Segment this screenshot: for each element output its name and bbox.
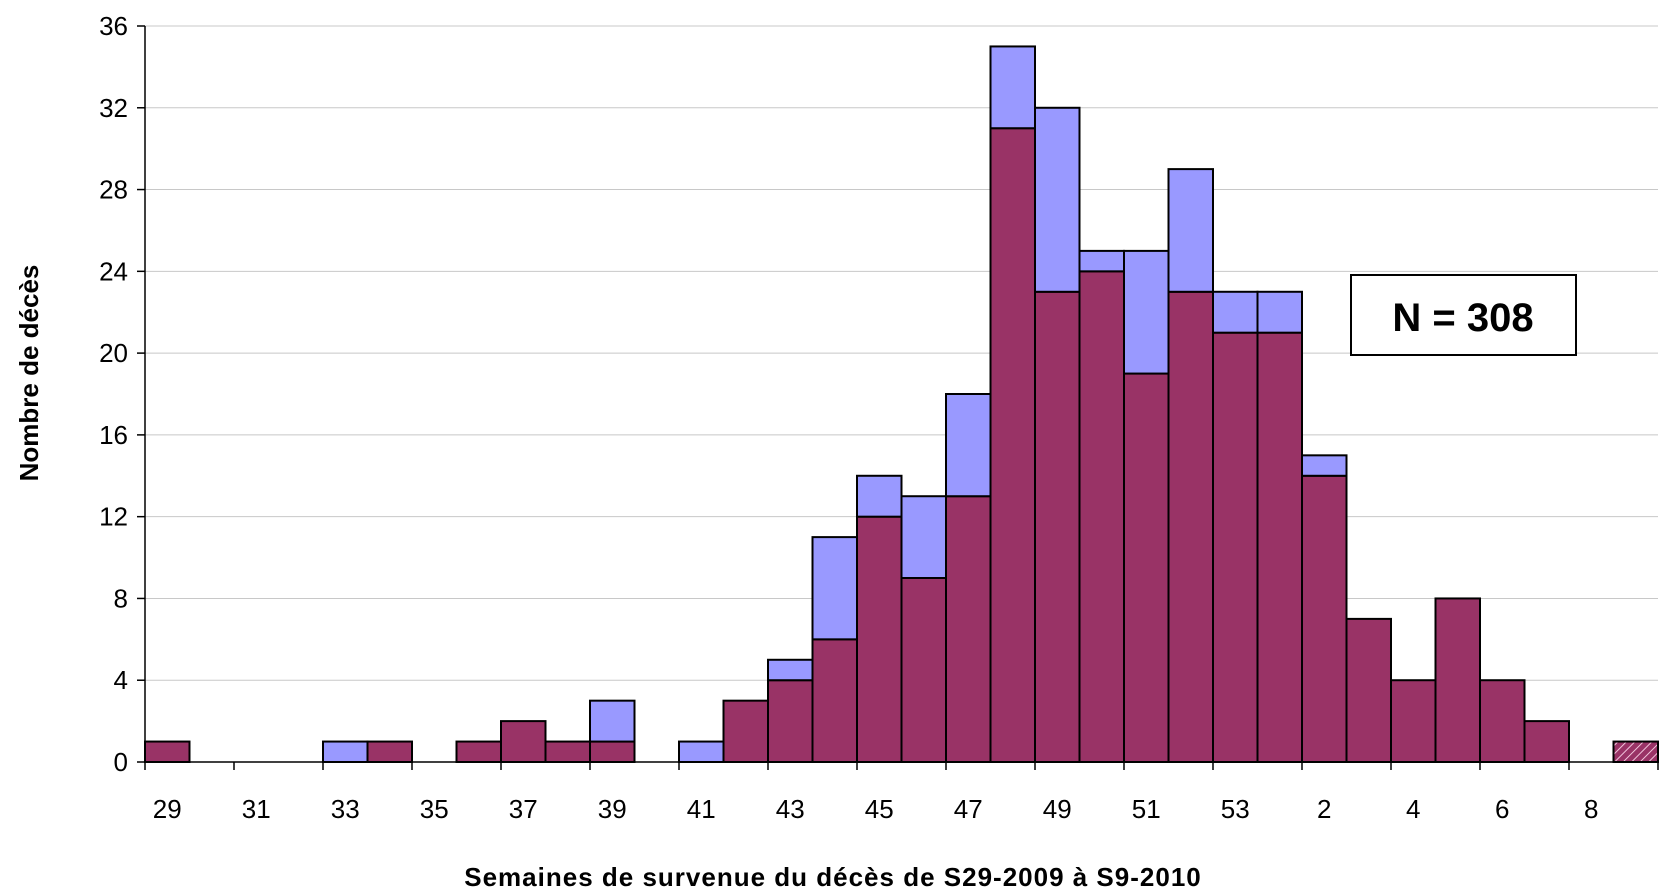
x-tick-label: 31 <box>242 794 271 824</box>
bar-segment-series-1 <box>1612 740 1659 763</box>
bar-segment-series-1 <box>1301 474 1348 763</box>
x-tick-label: 39 <box>598 794 627 824</box>
bar-segment-series-1 <box>1078 270 1125 763</box>
bar-segment-series-2 <box>767 658 814 682</box>
annotation-text: N = 308 <box>1392 296 1533 340</box>
x-tick-label: 45 <box>865 794 894 824</box>
y-tick-label: 28 <box>99 175 128 205</box>
bar-segment-series-2 <box>1256 290 1303 334</box>
y-tick-label: 8 <box>114 583 128 613</box>
bar-segment-series-1 <box>1167 290 1214 763</box>
bar-segment-series-2 <box>589 699 636 743</box>
y-tick-label: 20 <box>99 338 128 368</box>
bar-segment-series-2 <box>1301 454 1348 477</box>
bar-segment-series-2 <box>1123 249 1170 375</box>
y-tick-label: 4 <box>114 665 128 695</box>
bar-segment-series-1 <box>589 740 636 763</box>
bar-segment-series-2 <box>900 495 947 580</box>
bar-segment-series-2 <box>678 740 725 763</box>
annotation-frame <box>1350 274 1577 356</box>
bar-segment-series-2 <box>945 393 992 498</box>
bar-segment-series-1 <box>1034 290 1081 763</box>
x-tick-label: 35 <box>420 794 449 824</box>
x-tick-label: 49 <box>1043 794 1072 824</box>
bar-segment-series-1 <box>945 495 992 763</box>
bar-segment-series-1 <box>989 127 1036 763</box>
bar-segment-series-1 <box>455 740 502 763</box>
y-tick-label: 24 <box>99 256 128 286</box>
bar-segment-series-1 <box>1345 617 1392 764</box>
x-tick-label: 4 <box>1406 794 1420 824</box>
bar-segment-series-1 <box>1434 597 1481 764</box>
bar-segment-series-2 <box>1212 290 1259 334</box>
gridlines <box>145 25 1658 681</box>
y-tick-label: 36 <box>99 11 128 41</box>
bar-segment-series-1 <box>722 699 769 764</box>
y-tick-labels: 0 4 8 12 16 20 24 28 32 36 <box>99 11 128 777</box>
n-annotation-box: N = 308 <box>1350 274 1577 356</box>
x-axis-title: Semaines de survenue du décès de S29-200… <box>464 862 1202 892</box>
bar-segment-series-2 <box>989 45 1036 130</box>
x-tick-labels: 29 31 33 35 37 39 41 43 45 47 49 51 53 2 4 6 8 <box>153 794 1599 824</box>
y-tick-label: 12 <box>99 502 128 532</box>
bar-segment-series-1 <box>1479 679 1526 764</box>
bar-segment-series-1 <box>144 740 191 763</box>
x-tick-label: 29 <box>153 794 182 824</box>
x-tick-label: 43 <box>776 794 805 824</box>
bar-segment-series-1 <box>811 638 858 763</box>
bar-segment-series-2 <box>856 474 903 518</box>
x-tick-label: 37 <box>509 794 538 824</box>
x-tick-label: 51 <box>1132 794 1161 824</box>
bar-segment-series-1 <box>1123 372 1170 763</box>
bar-segment-series-1 <box>544 740 591 763</box>
bar-segment-series-1 <box>1523 720 1570 763</box>
bar-segment-series-1 <box>1256 331 1303 763</box>
bar-segment-series-1 <box>900 577 947 763</box>
axes <box>137 25 1659 770</box>
y-tick-label: 16 <box>99 420 128 450</box>
bar-segment-series-2 <box>1078 249 1125 273</box>
x-tick-label: 33 <box>331 794 360 824</box>
bars <box>144 45 1659 764</box>
bar-segment-series-2 <box>1167 168 1214 293</box>
x-tick-label: 6 <box>1495 794 1509 824</box>
bar-segment-series-1 <box>767 679 814 764</box>
x-tick-label: 41 <box>687 794 716 824</box>
bar-segment-series-1 <box>366 740 413 763</box>
bar-segment-series-2 <box>811 536 858 641</box>
y-axis-title: Nombre de décès <box>14 265 44 482</box>
bar-segment-series-2 <box>322 740 369 763</box>
y-tick-label: 0 <box>114 747 128 777</box>
x-tick-label: 53 <box>1221 794 1250 824</box>
x-tick-label: 2 <box>1317 794 1331 824</box>
bar-segment-series-1 <box>1212 331 1259 763</box>
bar-segment-series-1 <box>500 720 547 763</box>
x-tick-label: 8 <box>1584 794 1598 824</box>
bar-segment-series-1 <box>1390 679 1437 764</box>
bar-segment-series-2 <box>1034 106 1081 293</box>
y-tick-label: 32 <box>99 93 128 123</box>
x-tick-label: 47 <box>954 794 983 824</box>
bar-segment-series-1 <box>856 515 903 764</box>
